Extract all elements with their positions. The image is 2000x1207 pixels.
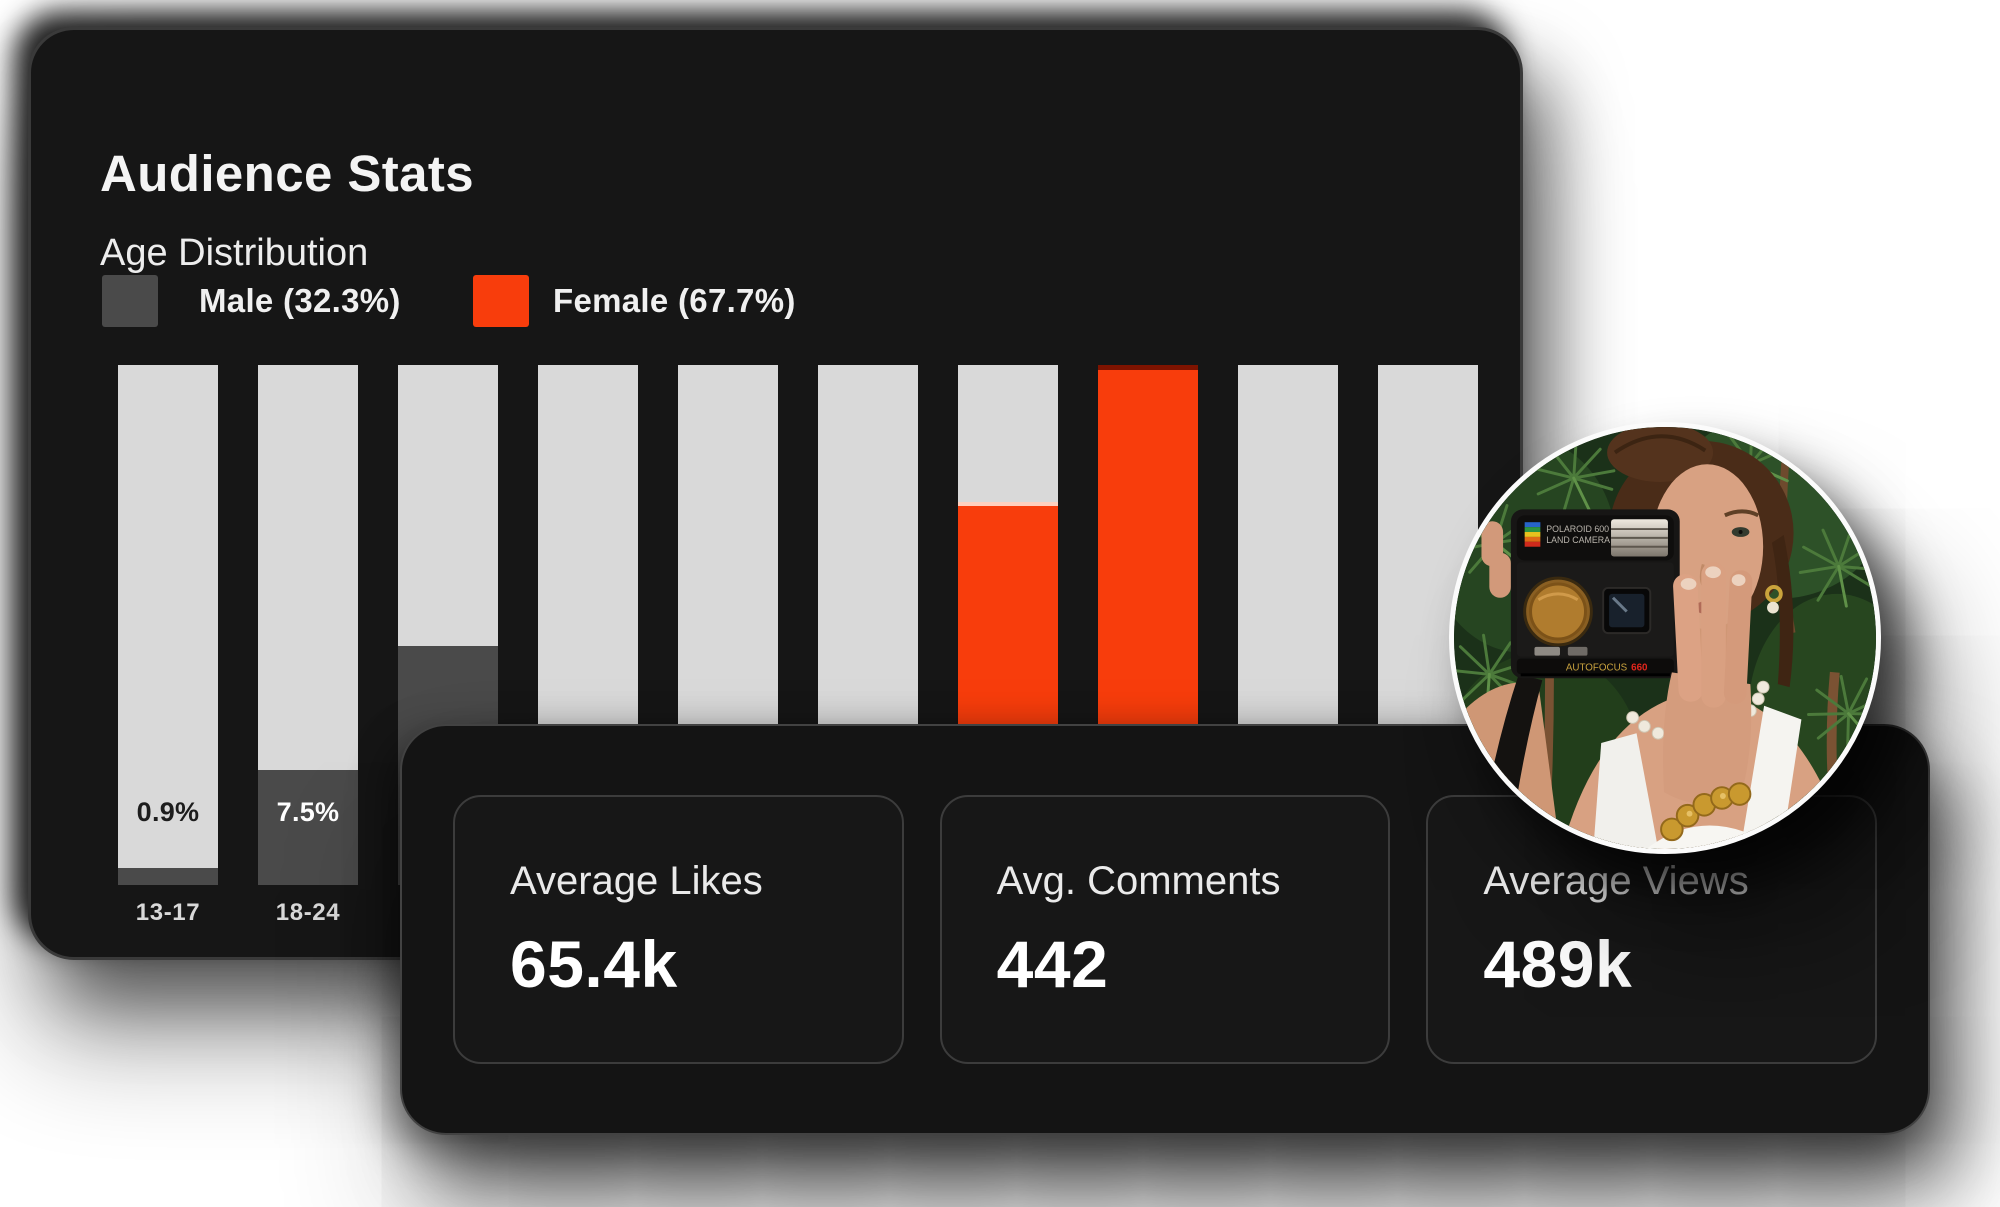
camera-brand-line1: POLAROID 600 xyxy=(1546,524,1609,534)
bar-segment-male xyxy=(118,867,218,885)
right-hand xyxy=(1663,562,1753,804)
card-subtitle: Age Distribution xyxy=(100,231,369,274)
stat-card-avg-comments: Avg. Comments 442 xyxy=(939,795,1391,1064)
bar-segment-light xyxy=(398,365,498,646)
hair-strand xyxy=(1771,534,1794,688)
earring-pearl xyxy=(1767,601,1779,614)
male-legend-label: Male (32.3%) xyxy=(199,282,401,319)
age-bar: 0.9% 13-17 xyxy=(118,365,218,926)
earring-gold xyxy=(1765,585,1783,603)
camera-autofocus-text: AUTOFOCUS xyxy=(1566,662,1628,673)
bar-segment-light xyxy=(118,365,218,868)
stat-label: Average Views xyxy=(1483,859,1749,903)
polaroid-logo-stripes xyxy=(1524,522,1541,547)
female-legend-label: Female (67.7%) xyxy=(553,282,796,319)
camera-660-text: 660 xyxy=(1631,662,1648,673)
bar-segment-female_dark xyxy=(1098,365,1198,370)
eyebrow xyxy=(1724,509,1760,518)
profile-photo[interactable]: POLAROID 600 LAND CAMERA xyxy=(1449,422,1881,854)
chart-legend: Male (32.3%) Female (67.7%) xyxy=(102,275,1002,331)
stat-label: Avg. Comments xyxy=(996,859,1281,903)
bar-age-label: 18-24 xyxy=(275,899,341,926)
bar-segment-light xyxy=(258,365,358,770)
age-bar: 7.5% 18-24 xyxy=(258,365,358,926)
camera-brand-line2: LAND CAMERA xyxy=(1546,535,1610,545)
bar-segment-divider xyxy=(958,501,1058,506)
male-legend-swatch xyxy=(102,275,158,327)
stat-card-average-likes: Average Likes 65.4k xyxy=(453,795,904,1064)
tank-strap-left xyxy=(1593,733,1659,849)
profile-photo-illustration: POLAROID 600 LAND CAMERA xyxy=(1454,427,1876,849)
polaroid-camera: POLAROID 600 LAND CAMERA xyxy=(1510,509,1680,679)
bar-value-label: 7.5% xyxy=(276,797,340,827)
stat-label: Average Likes xyxy=(510,859,763,903)
bar-age-label: 13-17 xyxy=(135,899,201,926)
stat-value: 489k xyxy=(1483,927,1633,1001)
stat-value: 65.4k xyxy=(510,927,678,1001)
gold-bracelet xyxy=(1660,782,1752,842)
stat-value: 442 xyxy=(996,927,1109,1001)
bar-segment-male xyxy=(258,769,358,885)
camera-model-label: AUTOFOCUS 660 xyxy=(1566,662,1648,673)
female-legend-swatch xyxy=(473,275,529,327)
card-title: Audience Stats xyxy=(100,145,475,203)
bar-segment-light xyxy=(958,365,1058,502)
stat-card-average-views: Average Views 489k xyxy=(1426,795,1878,1064)
bar-value-label: 0.9% xyxy=(136,797,200,827)
hair-bun xyxy=(1607,427,1714,482)
